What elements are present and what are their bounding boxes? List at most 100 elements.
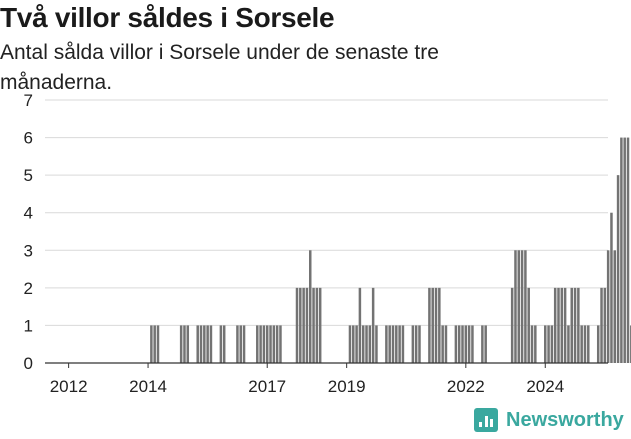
bar (544, 325, 547, 363)
bar (580, 325, 583, 363)
bar (613, 250, 617, 363)
bar (206, 325, 209, 363)
bar (623, 137, 626, 363)
x-tick-label: 2024 (526, 377, 564, 396)
bar (272, 325, 276, 363)
bar (348, 325, 352, 363)
bar (454, 325, 458, 363)
x-tick-label: 2022 (447, 377, 485, 396)
bar (600, 287, 603, 363)
bar (196, 325, 199, 363)
bar (550, 325, 554, 363)
x-axis-labels: 2012 2014 2017 2019 2022 2024 (50, 363, 564, 396)
chart-subtitle: Antal sålda villor i Sorsele under de se… (0, 41, 439, 94)
bar (265, 325, 269, 363)
bar (517, 250, 521, 363)
bar (467, 325, 471, 363)
bar (355, 325, 358, 363)
bar (275, 325, 279, 363)
bar (573, 287, 577, 363)
bar (242, 325, 246, 363)
bar (534, 325, 537, 363)
bar (259, 325, 262, 363)
bar (610, 212, 613, 363)
bar (616, 175, 620, 363)
bar (312, 287, 315, 363)
bar (352, 325, 355, 363)
bar (179, 325, 183, 363)
bar (395, 325, 398, 363)
bar (567, 325, 570, 363)
x-tick-label: 2014 (129, 377, 167, 396)
bar (203, 325, 206, 363)
bar (361, 325, 365, 363)
bar (371, 287, 375, 363)
chart-title: Två villor såldes i Sorsele (0, 2, 335, 33)
bar (183, 325, 186, 363)
bar (557, 287, 560, 363)
y-tick-label: 2 (24, 279, 33, 298)
bar (553, 287, 557, 363)
bar (222, 325, 226, 363)
bar (606, 250, 610, 363)
bar (527, 287, 530, 363)
bar (563, 287, 567, 363)
bar (570, 287, 573, 363)
bar (596, 325, 600, 363)
bar (299, 287, 302, 363)
bar (375, 325, 378, 363)
bar (295, 287, 299, 363)
bar (577, 287, 580, 363)
bar (385, 325, 388, 363)
bar (418, 325, 421, 363)
bar (514, 250, 517, 363)
bar (524, 250, 527, 363)
bar (620, 137, 623, 363)
bar (186, 325, 190, 363)
y-tick-label: 4 (24, 204, 33, 223)
bar (150, 325, 153, 363)
bar (368, 325, 372, 363)
bar (309, 250, 312, 363)
y-tick-label: 6 (24, 129, 33, 148)
bar (461, 325, 464, 363)
bar (484, 325, 487, 363)
bar (358, 287, 362, 363)
bar (471, 325, 474, 363)
bar (444, 325, 448, 363)
bar (219, 325, 223, 363)
bar (365, 325, 368, 363)
bar (262, 325, 266, 363)
bar (279, 325, 282, 363)
bar (209, 325, 213, 363)
bar (239, 325, 242, 363)
x-tick-label: 2012 (50, 377, 88, 396)
bar (398, 325, 401, 363)
bar (414, 325, 418, 363)
bar (530, 325, 534, 363)
x-tick-label: 2019 (328, 377, 366, 396)
bar (269, 325, 272, 363)
bar (464, 325, 468, 363)
bar (441, 325, 444, 363)
y-tick-label: 5 (24, 166, 33, 185)
y-axis-labels: 0 1 2 3 4 5 6 7 (24, 91, 33, 373)
bar-series (150, 137, 631, 363)
logo-text: Newsworthy (506, 408, 624, 431)
newsworthy-logo: Newsworthy (474, 408, 624, 432)
bar (388, 325, 391, 363)
bar (583, 325, 587, 363)
bar (603, 287, 607, 363)
bar (481, 325, 484, 363)
bar (411, 325, 415, 363)
bar (401, 325, 405, 363)
bar-chart-icon (474, 408, 498, 432)
bar (153, 325, 156, 363)
bar (547, 325, 550, 363)
bar (305, 287, 309, 363)
gridlines (45, 99, 608, 326)
bar (520, 250, 524, 363)
bar (438, 287, 441, 363)
y-tick-label: 7 (24, 91, 33, 110)
